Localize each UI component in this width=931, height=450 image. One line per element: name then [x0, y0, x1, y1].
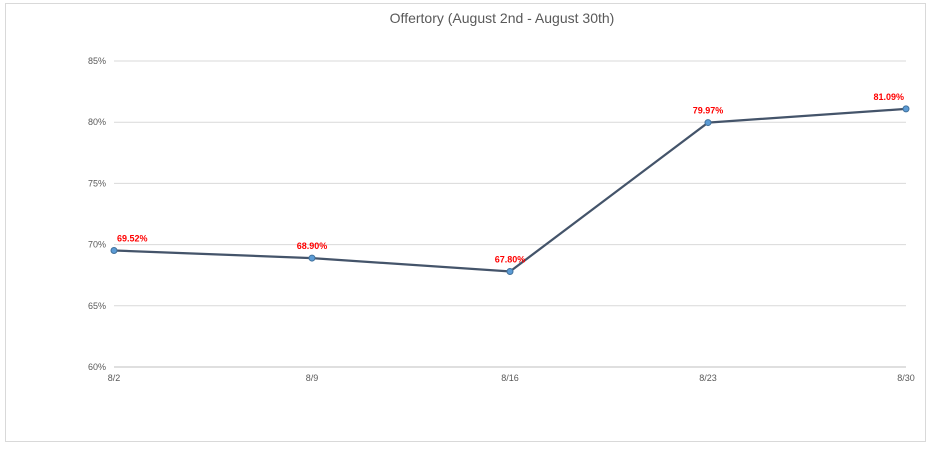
data-label: 69.52%	[117, 233, 148, 243]
data-point	[704, 119, 712, 127]
x-tick-label: 8/9	[306, 373, 319, 383]
data-point	[308, 254, 316, 262]
data-label: 68.90%	[297, 241, 328, 251]
y-tick-label: 60%	[88, 362, 106, 372]
y-tick-label: 85%	[88, 56, 106, 66]
data-point	[110, 246, 118, 254]
x-tick-label: 8/30	[897, 373, 915, 383]
x-axis-tick-labels: 8/2 8/9 8/16 8/23 8/30	[108, 373, 915, 383]
data-point	[902, 105, 910, 113]
x-tick-label: 8/16	[501, 373, 519, 383]
y-tick-label: 70%	[88, 240, 106, 250]
x-tick-label: 8/23	[699, 373, 717, 383]
chart-title: Offertory (August 2nd - August 30th)	[390, 10, 615, 26]
data-label: 79.97%	[693, 106, 724, 116]
data-label: 81.09%	[873, 92, 904, 102]
series-layer	[110, 105, 910, 276]
chart-frame	[5, 3, 926, 442]
data-labels: 69.52% 68.90% 67.80% 79.97% 81.09%	[117, 92, 904, 265]
y-tick-label: 75%	[88, 178, 106, 188]
data-label: 67.80%	[495, 255, 526, 265]
x-tick-label: 8/2	[108, 373, 121, 383]
y-axis-tick-labels: 60% 65% 70% 75% 80% 85%	[88, 56, 106, 372]
series-line	[112, 107, 908, 273]
y-tick-label: 80%	[88, 117, 106, 127]
data-point	[506, 268, 514, 276]
y-tick-label: 65%	[88, 301, 106, 311]
gridlines	[114, 60, 906, 307]
